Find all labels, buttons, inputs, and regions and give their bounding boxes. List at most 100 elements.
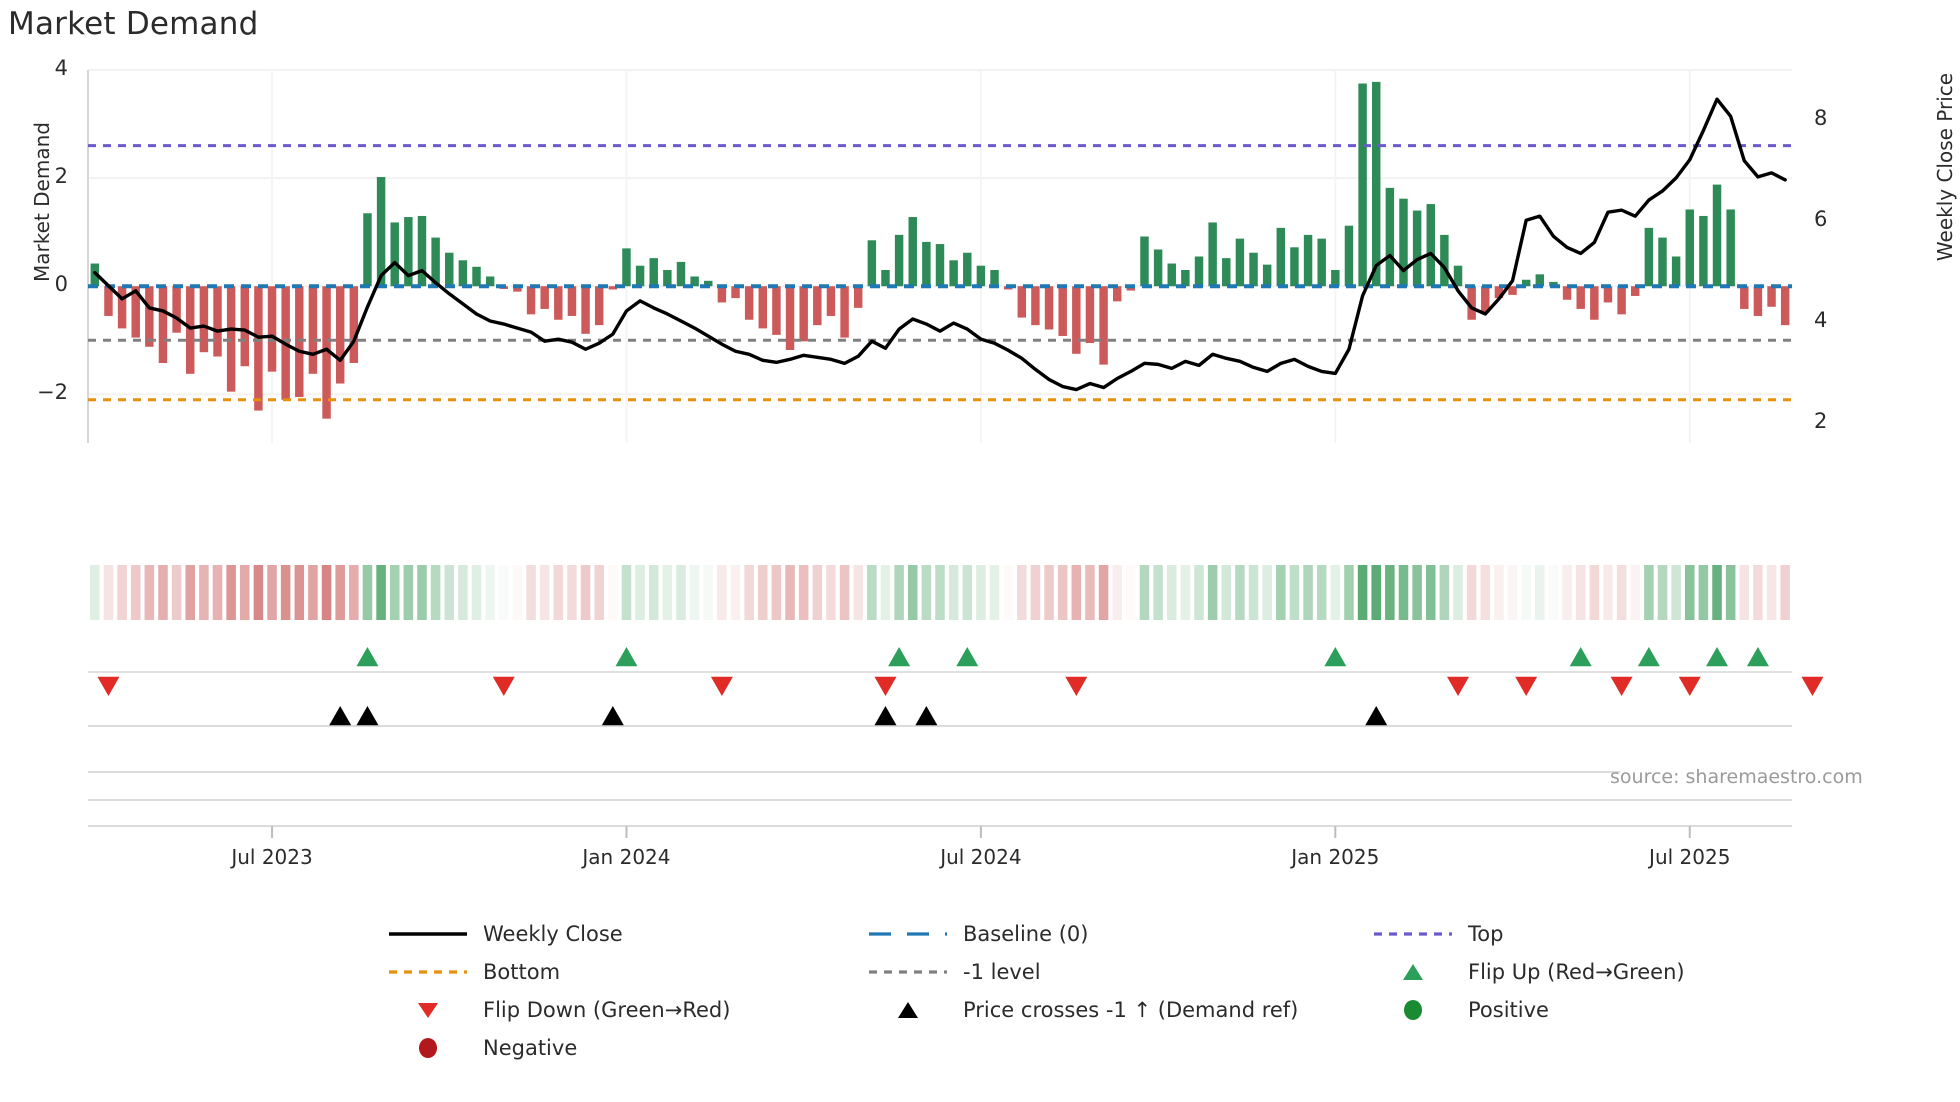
demand-bar — [131, 286, 140, 338]
heatmap-cell — [444, 565, 455, 620]
up-triangle-icon — [865, 999, 951, 1021]
price-cross-marker — [356, 706, 379, 726]
demand-bar — [894, 234, 904, 287]
demand-bar — [240, 286, 249, 367]
y-tick-right: 2 — [1814, 408, 1828, 433]
heatmap-cell — [880, 565, 891, 620]
heatmap-cell — [294, 565, 305, 620]
demand-bar — [1726, 209, 1735, 287]
heatmap-cell — [458, 565, 468, 620]
demand-bar — [1603, 286, 1613, 303]
heatmap-cell — [826, 565, 836, 620]
heatmap-cell — [1112, 565, 1122, 620]
demand-bar — [417, 215, 427, 287]
demand-bar — [1712, 184, 1722, 287]
heatmap-cell — [1412, 565, 1422, 620]
demand-bar — [1126, 286, 1136, 291]
flip-down-marker — [1065, 676, 1088, 696]
heatmap-cell — [730, 565, 741, 620]
heatmap-cell — [1521, 565, 1531, 620]
legend-item[interactable]: Flip Up (Red→Green) — [1370, 953, 1685, 991]
heatmap-cell — [1603, 565, 1613, 620]
legend-item[interactable]: Positive — [1370, 991, 1549, 1029]
heatmap-cell — [430, 565, 441, 620]
legend-item[interactable]: Negative — [385, 1029, 577, 1067]
demand-bar — [1740, 286, 1749, 309]
flip-up-marker — [1569, 647, 1592, 667]
heatmap-cell — [376, 565, 386, 620]
demand-bar — [935, 244, 945, 287]
flip-up-marker — [1706, 647, 1729, 667]
source-attribution: source: sharemaestro.com — [1610, 766, 1863, 788]
demand-bar — [117, 286, 127, 329]
circle-icon — [385, 1037, 471, 1059]
heatmap-cell — [1548, 565, 1559, 620]
legend-item[interactable]: Weekly Close — [385, 915, 623, 953]
heatmap-cell — [1166, 565, 1177, 620]
heatmap-cell — [1753, 565, 1763, 620]
demand-bar — [1167, 263, 1176, 287]
demand-bar — [1576, 286, 1585, 309]
heatmap-cell — [389, 565, 400, 620]
heatmap-cell — [1780, 565, 1790, 620]
y-tick-right: 6 — [1814, 207, 1828, 232]
legend-label: Flip Up (Red→Green) — [1468, 960, 1685, 984]
heatmap-cell — [580, 565, 591, 620]
legend-label: Baseline (0) — [963, 922, 1089, 946]
demand-bar — [1617, 286, 1626, 315]
heatmap-cell — [1030, 565, 1041, 620]
heatmap-cell — [117, 565, 127, 620]
heatmap-cell — [1698, 565, 1709, 620]
heatmap-cell — [1453, 565, 1463, 620]
y-tick-right: 4 — [1814, 308, 1828, 333]
demand-bar — [608, 286, 618, 290]
heatmap-cell — [499, 565, 509, 620]
price-cross-marker — [601, 706, 624, 726]
down-triangle-icon — [385, 999, 471, 1021]
heatmap-cell — [485, 565, 495, 620]
heatmap-cell — [1657, 565, 1668, 620]
legend-item[interactable]: Top — [1370, 915, 1503, 953]
demand-bar — [772, 286, 781, 335]
legend-item[interactable]: Bottom — [385, 953, 560, 991]
flip-down-marker — [97, 676, 120, 696]
heatmap-cell — [158, 565, 168, 620]
demand-bar — [1685, 209, 1694, 287]
dotted-line-icon — [1370, 923, 1456, 945]
flip-up-marker — [615, 647, 638, 667]
dotted-line-icon — [865, 961, 951, 983]
heatmap-cell — [1507, 565, 1518, 620]
demand-bar — [199, 286, 209, 353]
heatmap-cell — [1357, 565, 1368, 620]
heatmap-cell — [239, 565, 250, 620]
heatmap-cell — [1180, 565, 1191, 620]
flip-up-marker — [1637, 647, 1660, 667]
heatmap-cell — [103, 565, 114, 620]
legend-item[interactable]: -1 level — [865, 953, 1041, 991]
demand-bar — [445, 252, 454, 287]
demand-bar — [1467, 286, 1476, 320]
legend-item[interactable]: Flip Down (Green→Red) — [385, 991, 730, 1029]
heatmap-cell — [812, 565, 823, 620]
heatmap-cell — [894, 565, 904, 620]
demand-bar — [908, 217, 917, 287]
flip-down-marker — [1678, 676, 1701, 696]
heatmap-cell — [1057, 565, 1068, 620]
demand-bar — [1112, 286, 1122, 302]
demand-bar — [1481, 286, 1490, 313]
demand-bar — [404, 217, 413, 287]
heatmap-cell — [1562, 565, 1572, 620]
demand-bar — [990, 270, 999, 287]
legend-item[interactable]: Price crosses -1 ↑ (Demand ref) — [865, 991, 1298, 1029]
y-tick-left: 2 — [54, 164, 68, 189]
flip-down-marker — [1515, 676, 1538, 696]
heatmap-cell — [1494, 565, 1504, 620]
demand-bar — [186, 286, 195, 374]
heatmap-cell — [403, 565, 414, 620]
demand-bar — [1371, 81, 1381, 287]
page-title: Market Demand — [8, 6, 259, 42]
y-tick-left: −2 — [37, 380, 68, 405]
heatmap-cell — [1221, 565, 1232, 620]
legend-item[interactable]: Baseline (0) — [865, 915, 1088, 953]
demand-bar — [1453, 265, 1463, 287]
